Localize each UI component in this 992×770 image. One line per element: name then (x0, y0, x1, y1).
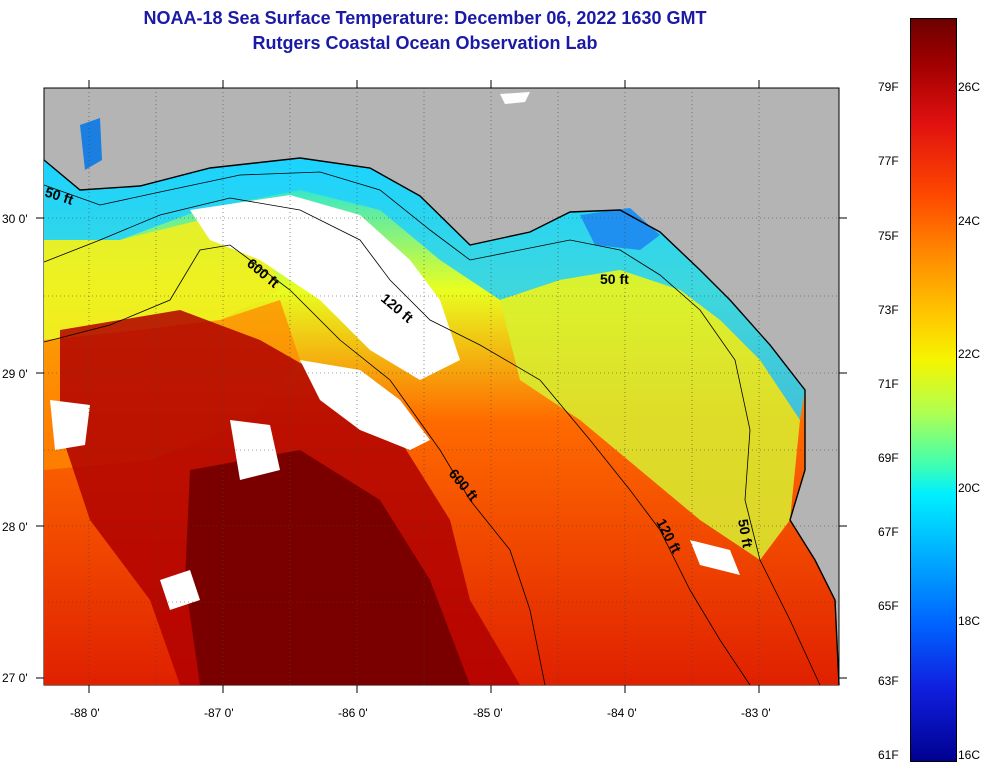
grid-lines (44, 88, 839, 685)
mid-shelf-water-east (500, 270, 800, 560)
colorbar-f-label: 67F (878, 525, 899, 539)
colorbar-c-label: 26C (958, 80, 981, 94)
lat-label: 28 0' (2, 520, 28, 534)
cloud-patch (300, 360, 430, 450)
colorbar-c-label: 22C (958, 347, 981, 361)
colorbar-f-label: 63F (878, 674, 899, 688)
lon-label: -86 0' (338, 706, 368, 720)
colorbar-f-label: 61F (878, 748, 899, 762)
colorbar-f-label: 77F (878, 154, 899, 168)
colorbar-c-label: 20C (958, 481, 981, 495)
colorbar-f-label: 65F (878, 599, 899, 613)
cloud-patch (190, 195, 460, 380)
contour-600ft (43, 244, 546, 686)
mid-shelf-water (44, 220, 280, 340)
lat-label: 27 0' (2, 671, 28, 685)
contour-label-50ft: 50 ft (735, 518, 756, 549)
axis-ticks (36, 80, 847, 693)
colorbar-f-label: 79F (878, 80, 899, 94)
colorbar-c-label: 16C (958, 748, 981, 762)
map-subtitle: Rutgers Coastal Ocean Observation Lab (252, 33, 598, 53)
cloud-patch (500, 92, 530, 104)
lon-label: -84 0' (607, 706, 637, 720)
colorbar-f-label: 71F (878, 377, 899, 391)
lat-label: 30 0' (2, 212, 28, 226)
blue-bay-water (80, 118, 102, 170)
warm-core (185, 450, 470, 685)
contour-label-50ft: 50 ft (600, 271, 629, 287)
cloud-patch (230, 420, 280, 480)
contour-50ft (43, 171, 821, 686)
temperature-colorbar (910, 18, 957, 762)
lon-label: -83 0' (741, 706, 771, 720)
blue-bay-water-east (580, 208, 660, 250)
colorbar-c-label: 18C (958, 614, 981, 628)
contour-120ft (43, 197, 751, 686)
cloud-patch (690, 540, 740, 575)
lon-label: -87 0' (204, 706, 234, 720)
colorbar-f-label: 73F (878, 303, 899, 317)
coastline (43, 157, 840, 686)
colorbar-f-label: 69F (878, 451, 899, 465)
lon-label: -85 0' (473, 706, 503, 720)
colorbar-c-label: 24C (958, 214, 981, 228)
cloud-patch (50, 400, 90, 450)
lon-label: -88 0' (70, 706, 100, 720)
map-title: NOAA-18 Sea Surface Temperature: Decembe… (143, 8, 707, 28)
lat-label: 29 0' (2, 367, 28, 381)
cloud-patch (160, 570, 200, 610)
colorbar-f-label: 75F (878, 229, 899, 243)
